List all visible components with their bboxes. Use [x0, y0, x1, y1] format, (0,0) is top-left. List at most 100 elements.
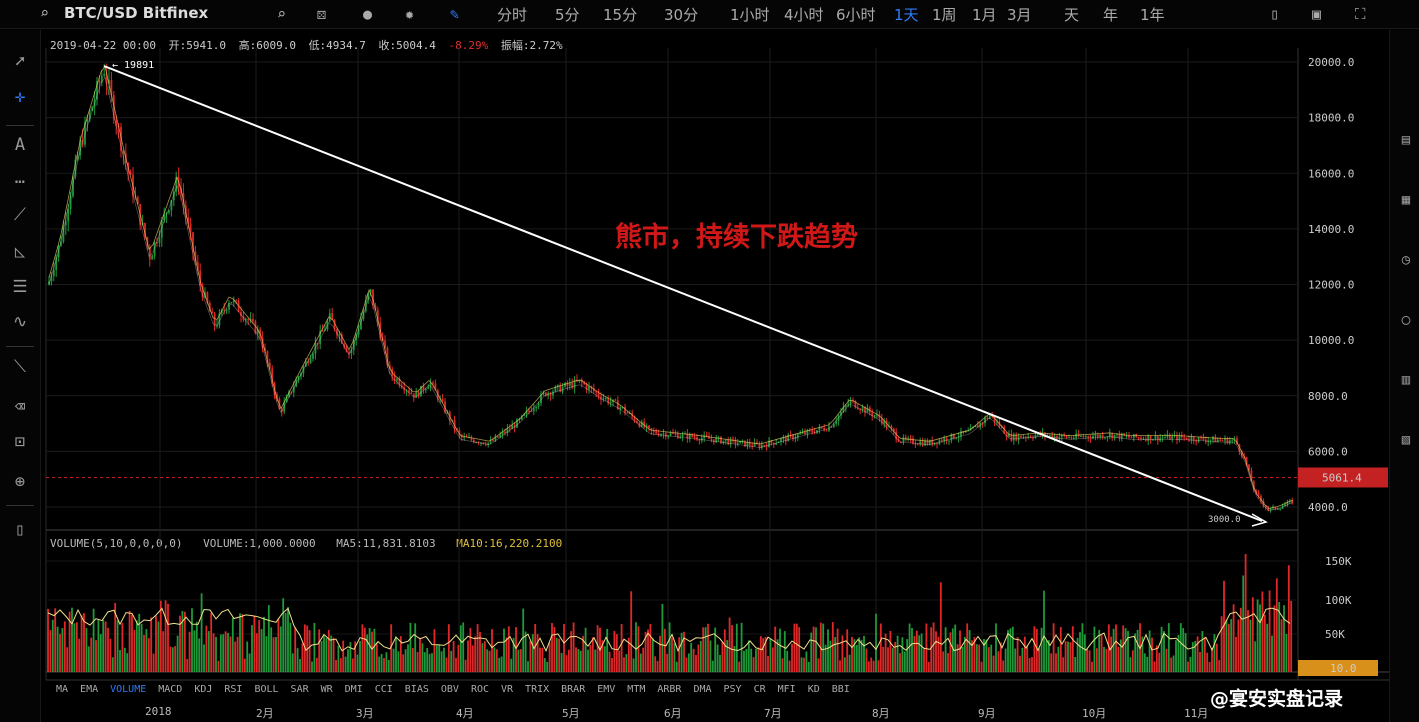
trash-icon[interactable]: ▯: [14, 520, 26, 540]
indicator-tab[interactable]: TRIX: [525, 684, 550, 695]
tab-interval[interactable]: 3月: [1007, 6, 1032, 24]
trend-tool-icon[interactable]: ⟋: [14, 205, 26, 225]
indicator-tab[interactable]: EMV: [597, 684, 616, 695]
volume-bar: [224, 631, 227, 672]
tab-interval[interactable]: 1周: [932, 6, 957, 24]
volume-params[interactable]: VOLUME(5,10,0,0,0,0): [50, 537, 183, 550]
candle-body: [1264, 505, 1267, 508]
volume-bar: [337, 645, 340, 672]
symbol-title[interactable]: BTC/USD Bitfinex: [64, 4, 209, 22]
volume-bar: [157, 621, 160, 672]
tab-interval[interactable]: 分时: [497, 6, 528, 24]
tab-interval[interactable]: 年: [1103, 6, 1119, 24]
candle-body: [1070, 437, 1073, 439]
volume-bar: [462, 622, 465, 672]
indicator-tab[interactable]: DMA: [693, 684, 712, 695]
layout-icon[interactable]: ▯: [1270, 5, 1280, 23]
tab-interval[interactable]: 6小时: [836, 6, 876, 24]
candle-body: [765, 445, 768, 448]
indicator-tab[interactable]: MACD: [158, 684, 183, 695]
indicator-tab[interactable]: KD: [807, 684, 820, 695]
volume-bar: [618, 650, 621, 672]
indicator-tab[interactable]: MA: [56, 684, 69, 695]
indicator-tab[interactable]: CCI: [374, 684, 393, 695]
indicator-tab[interactable]: BOLL: [254, 684, 279, 695]
volume-bar: [807, 661, 810, 672]
news-icon[interactable]: ▧: [1401, 432, 1411, 448]
cursor-icon[interactable]: ➚: [14, 52, 26, 72]
tab-interval[interactable]: 15分: [603, 6, 638, 24]
line-tool-icon[interactable]: ⋯: [14, 172, 26, 192]
camera-icon[interactable]: ▣: [1312, 5, 1322, 23]
indicator-tab[interactable]: DMI: [344, 684, 363, 695]
volume-bar: [287, 607, 289, 672]
volume-bar: [882, 646, 885, 672]
text-tool-icon[interactable]: A: [14, 135, 26, 155]
candle-body: [1072, 437, 1075, 439]
indicator-tab[interactable]: SAR: [290, 684, 309, 695]
tab-interval[interactable]: 4小时: [784, 6, 824, 24]
candle-body: [266, 351, 269, 363]
indicator-tab[interactable]: KDJ: [194, 684, 213, 695]
volume-bar: [615, 634, 618, 672]
theme-icon[interactable]: ●: [363, 5, 373, 23]
volume-bar: [109, 638, 112, 672]
wave-tool-icon[interactable]: ∿: [12, 312, 28, 332]
triangle-tool-icon[interactable]: ◺: [14, 242, 26, 262]
tab-interval[interactable]: 30分: [664, 6, 699, 24]
indicator-tab[interactable]: BBI: [831, 684, 850, 695]
crosshair-icon[interactable]: ✛: [14, 87, 26, 107]
candle-body: [645, 425, 648, 428]
volume-bar: [1117, 646, 1120, 672]
chat-icon[interactable]: ◯: [1401, 312, 1411, 328]
candle-body: [1221, 440, 1224, 442]
tab-interval[interactable]: 天: [1064, 6, 1080, 24]
volume-bar: [709, 640, 712, 672]
visibility-icon[interactable]: ⊕: [14, 472, 26, 492]
indicator-tab[interactable]: VR: [501, 684, 514, 695]
indicator-tab[interactable]: RSI: [224, 684, 243, 695]
lock-icon[interactable]: ⊡: [14, 432, 26, 452]
list-icon[interactable]: ▤: [1401, 132, 1411, 148]
indicator-icon[interactable]: ⚄: [317, 5, 327, 23]
indicator-tab[interactable]: PSY: [723, 684, 742, 695]
volume-bar: [255, 633, 258, 672]
indicator-tab[interactable]: MTM: [627, 684, 646, 695]
draw-icon[interactable]: ✎: [450, 5, 460, 23]
indicator-tab[interactable]: EMA: [80, 684, 99, 695]
volume-bar: [239, 613, 241, 672]
eraser-icon[interactable]: ⌫: [14, 397, 26, 417]
indicator-tab[interactable]: VOLUME: [110, 684, 147, 695]
tab-interval[interactable]: 1小时: [730, 6, 770, 24]
settings-icon[interactable]: ✹: [405, 5, 415, 23]
indicator-tab[interactable]: ARBR: [657, 684, 682, 695]
indicator-tab[interactable]: MFI: [777, 684, 796, 695]
tab-interval[interactable]: 1月: [972, 6, 997, 24]
volume-bar: [651, 638, 654, 672]
clock-icon[interactable]: ◷: [1401, 252, 1411, 268]
volume-bar: [143, 634, 145, 672]
indicator-tab[interactable]: OBV: [440, 684, 459, 695]
candle-body: [624, 407, 626, 413]
ruler-icon[interactable]: ⟍: [14, 357, 26, 377]
fib-tool-icon[interactable]: ☰: [12, 277, 28, 297]
indicator-tab[interactable]: CR: [753, 684, 766, 695]
magnifier-icon[interactable]: ⌕: [277, 5, 287, 23]
tab-interval-active[interactable]: 1天: [894, 6, 919, 24]
indicator-tab[interactable]: BRAR: [561, 684, 586, 695]
volume-bar: [270, 627, 273, 672]
tab-interval[interactable]: 5分: [555, 6, 580, 24]
calendar-icon[interactable]: ▦: [1401, 192, 1411, 208]
indicator-tab[interactable]: WR: [320, 684, 333, 695]
indicator-tab[interactable]: ROC: [470, 684, 489, 695]
volume-bar: [666, 653, 669, 672]
annotation-text: 熊市，持续下跌趋势: [615, 221, 858, 253]
candle-body: [1284, 504, 1286, 507]
tab-interval[interactable]: 1年: [1140, 6, 1165, 24]
fullscreen-icon[interactable]: ⛶: [1355, 5, 1366, 23]
indicator-tab[interactable]: BIAS: [404, 684, 429, 695]
search-icon[interactable]: ⌕: [40, 4, 50, 22]
volume-bar: [486, 649, 489, 672]
chart-icon[interactable]: ▥: [1401, 372, 1411, 388]
